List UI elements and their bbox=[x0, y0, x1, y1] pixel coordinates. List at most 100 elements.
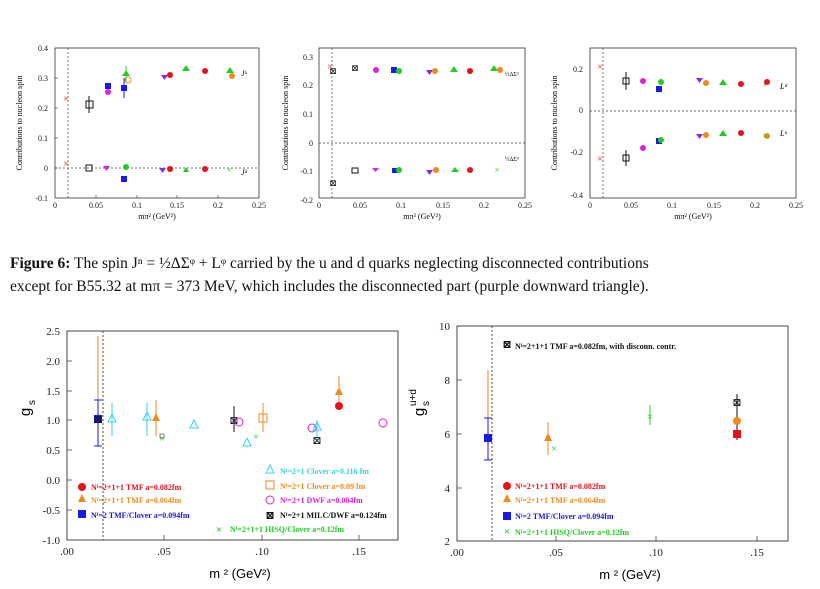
series-Lu: × × bbox=[597, 130, 770, 166]
xtick: 0.15 bbox=[707, 201, 721, 210]
ytick: 0 bbox=[579, 106, 583, 115]
x-axis-label: mπ² (GeV²) bbox=[138, 212, 176, 221]
ytick: 1.0 bbox=[46, 415, 60, 427]
gs-points: ⊠ × ⊠ × ⊠ bbox=[93, 336, 388, 447]
xtick: 0.05 bbox=[89, 201, 103, 210]
xtick: 0.15 bbox=[170, 201, 184, 210]
svg-text:⊠: ⊠ bbox=[329, 178, 337, 188]
ytick: 0.2 bbox=[573, 65, 583, 74]
svg-text:⊠: ⊠ bbox=[265, 510, 274, 522]
ytick: 0.5 bbox=[46, 445, 60, 457]
legend-entry: Nᶠ=2+1+1 HISQ/Clover a=0.12fm bbox=[515, 528, 629, 537]
x-axis-label: m ² (GeV²) bbox=[209, 566, 270, 581]
ytick: 0.1 bbox=[38, 134, 48, 143]
ytick: -0.2 bbox=[300, 196, 313, 205]
gsud-points: × × ⊠ bbox=[484, 370, 742, 461]
series-dSu: × ⊠ ⊠ bbox=[327, 62, 503, 76]
ytick: -0.1 bbox=[300, 167, 313, 176]
label-dSu: ½ΔΣᵘ bbox=[505, 71, 519, 78]
ytick: -0.2 bbox=[570, 148, 583, 157]
label-dSd: ½ΔΣᵈ bbox=[505, 156, 519, 163]
legend-entry: Nᶠ=2+1+1 TMF a=0.082fm, with disconn. co… bbox=[515, 342, 676, 351]
xtick: 0.05 bbox=[624, 201, 638, 210]
legend-entry: Nᶠ=2+1+1 HISQ/Clover a=0.12fm bbox=[230, 525, 344, 534]
series-dSd: ⊠ × bbox=[329, 165, 499, 188]
ytick: 0.2 bbox=[303, 81, 313, 90]
xtick: .10 bbox=[649, 547, 663, 559]
xtick: 0 bbox=[588, 201, 592, 210]
top-panel-3: 0.2 0 -0.2 -0.4 0 0.05 0.1 0.15 0.2 0.25… bbox=[550, 47, 803, 221]
figure-caption: Figure 6: The spin Jⁿ = ½ΔΣᵠ + Lᵠ carrie… bbox=[10, 252, 810, 298]
ytick: 0.4 bbox=[38, 44, 48, 53]
svg-text:×: × bbox=[253, 431, 259, 443]
y-axis-label-g: g bbox=[17, 408, 34, 416]
caption-line-2: except for B55.32 at mπ = 373 MeV, which… bbox=[10, 278, 649, 295]
svg-text:×: × bbox=[647, 411, 653, 423]
label-Jd: Jᵈ bbox=[241, 168, 248, 177]
y-axis-label-sub: s bbox=[421, 401, 432, 406]
ytick: 0 bbox=[309, 139, 313, 148]
label-Ju: Jᵘ bbox=[241, 69, 248, 78]
xtick: .05 bbox=[549, 547, 563, 559]
top-panel-2: 0.3 0.2 0.1 0 -0.1 -0.2 0 0.05 0.1 0.15 … bbox=[281, 47, 532, 221]
svg-text:⊠: ⊠ bbox=[312, 435, 321, 447]
xtick: 0 bbox=[53, 201, 57, 210]
top-figure: 0.4 0.3 0.2 0.1 0 -0.1 0 0.05 0.1 0.15 0… bbox=[15, 44, 803, 221]
legend-entry: Nᶠ=2+1+1 TMF a=0.064fm bbox=[515, 496, 606, 505]
svg-text:×: × bbox=[597, 62, 603, 73]
xtick: 0.1 bbox=[396, 201, 406, 210]
ytick: 2.0 bbox=[46, 356, 60, 368]
xtick: 0 bbox=[317, 201, 321, 210]
ytick: 8 bbox=[445, 375, 451, 387]
y-axis-label: Contributions to nucleon spin bbox=[550, 76, 559, 171]
x-axis-label: mπ² (GeV²) bbox=[403, 212, 441, 221]
ytick: 0.1 bbox=[303, 110, 313, 119]
y-axis-label-sub: s bbox=[27, 400, 38, 405]
xtick: .15 bbox=[352, 546, 366, 558]
xtick: 0.15 bbox=[436, 201, 450, 210]
plot-gs-ud: 10 8 6 4 2 .00 .05 .10 .15 m ² (GeV²) g … bbox=[408, 321, 789, 582]
svg-text:×: × bbox=[762, 131, 767, 141]
ytick: -0.4 bbox=[570, 191, 583, 200]
xtick: 0.1 bbox=[667, 201, 677, 210]
legend-entry: Nᶠ=2+1 MILC/DWF a=0.124fm bbox=[280, 511, 387, 520]
legend-entry: Nᶠ=2 TMF/Clover a=0.094fm bbox=[515, 512, 614, 521]
label-Ld: Lᵈ bbox=[779, 82, 787, 91]
y-axis-label: Contributions to nucleon spin bbox=[281, 76, 290, 171]
y-axis-label: g s u+d bbox=[408, 389, 432, 416]
svg-text:×: × bbox=[762, 80, 767, 90]
svg-text:×: × bbox=[327, 62, 333, 73]
legend-bottom: Nᶠ=2+1+1 TMF a=0.082fm Nᶠ=2+1+1 TMF a=0.… bbox=[503, 482, 629, 538]
caption-label: Figure 6: bbox=[10, 255, 71, 272]
plot-gs: 2.5 2.0 1.5 1.0 0.5 0.0 -0.5 -1.0 .00 .0… bbox=[17, 326, 399, 581]
ytick: 6 bbox=[445, 429, 451, 441]
ytick: 2 bbox=[445, 536, 451, 548]
ytick: 0.2 bbox=[38, 104, 48, 113]
ytick: 4 bbox=[445, 483, 451, 495]
svg-text:×: × bbox=[597, 154, 603, 165]
label-Lu: Lᵘ bbox=[779, 129, 787, 138]
series-Ju: × bbox=[63, 65, 235, 113]
svg-text:⊠: ⊠ bbox=[229, 415, 238, 427]
top-panel-1: 0.4 0.3 0.2 0.1 0 -0.1 0 0.05 0.1 0.15 0… bbox=[15, 44, 266, 221]
y-axis-label: Contributions to nucleon spin bbox=[15, 76, 24, 171]
svg-text:×: × bbox=[494, 165, 499, 175]
legend-left: Nᶠ=2+1+1 TMF a=0.082fm Nᶠ=2+1+1 TMF a=0.… bbox=[78, 483, 190, 520]
legend-entry: Nᶠ=2+1 DWF a=0.084fm bbox=[280, 496, 363, 505]
svg-text:⊠: ⊠ bbox=[93, 414, 102, 426]
y-axis-label-sup: u+d bbox=[408, 389, 419, 406]
svg-text:×: × bbox=[504, 526, 510, 538]
xtick: .15 bbox=[750, 547, 764, 559]
ytick: 1.5 bbox=[46, 386, 60, 398]
xtick: 0.2 bbox=[479, 201, 489, 210]
svg-text:×: × bbox=[551, 443, 557, 455]
ytick: 10 bbox=[439, 321, 451, 333]
xtick: 0.05 bbox=[353, 201, 367, 210]
xtick: 0.2 bbox=[750, 201, 760, 210]
legend-top: ⊠ Nᶠ=2+1+1 TMF a=0.082fm, with disconn. … bbox=[502, 339, 676, 351]
svg-text:×: × bbox=[63, 94, 69, 105]
svg-text:⊠: ⊠ bbox=[351, 63, 359, 73]
ytick: -0.1 bbox=[35, 194, 48, 203]
xtick: 0.25 bbox=[252, 201, 266, 210]
